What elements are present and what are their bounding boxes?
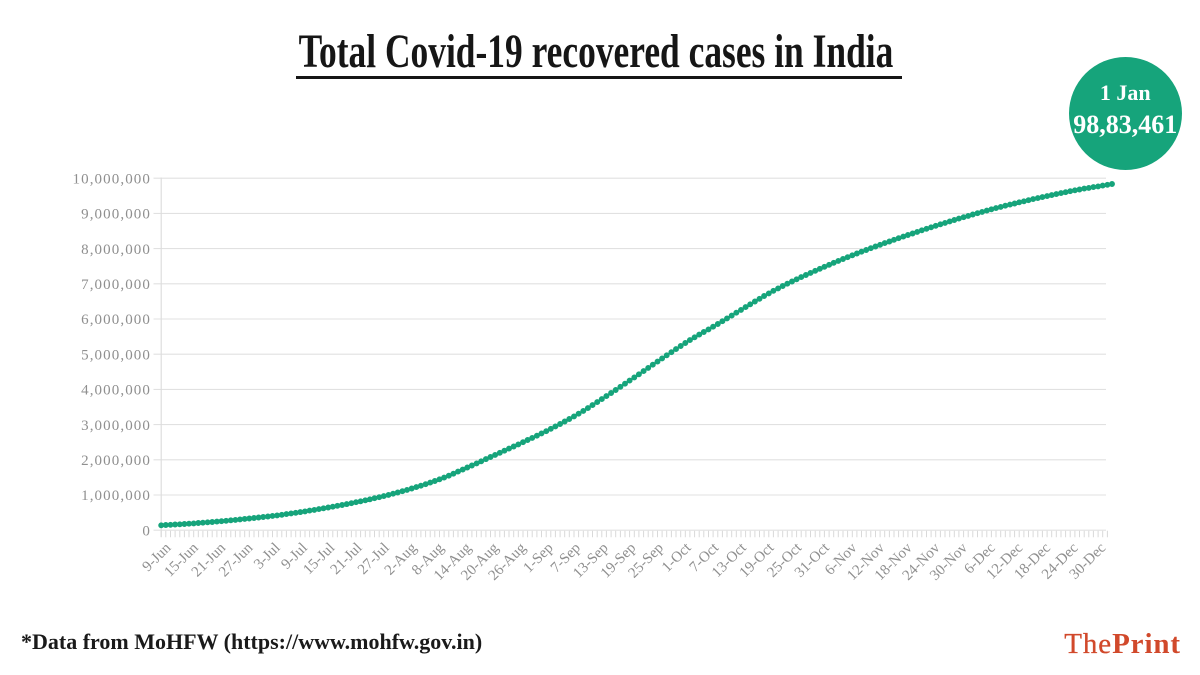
svg-text:3,000,000: 3,000,000 — [81, 418, 151, 434]
svg-text:1,000,000: 1,000,000 — [81, 488, 151, 504]
svg-text:8,000,000: 8,000,000 — [81, 242, 151, 258]
svg-text:1-Sep: 1-Sep — [521, 540, 557, 576]
svg-text:6,000,000: 6,000,000 — [81, 312, 151, 328]
svg-text:5,000,000: 5,000,000 — [81, 347, 151, 363]
svg-text:4,000,000: 4,000,000 — [81, 383, 151, 399]
svg-text:1-Oct: 1-Oct — [659, 540, 695, 576]
svg-text:7,000,000: 7,000,000 — [81, 277, 151, 293]
svg-text:9,000,000: 9,000,000 — [81, 207, 151, 223]
svg-text:0: 0 — [142, 523, 151, 539]
svg-text:10,000,000: 10,000,000 — [73, 171, 152, 187]
svg-text:2,000,000: 2,000,000 — [81, 453, 151, 469]
svg-text:3-Jul: 3-Jul — [251, 540, 284, 573]
